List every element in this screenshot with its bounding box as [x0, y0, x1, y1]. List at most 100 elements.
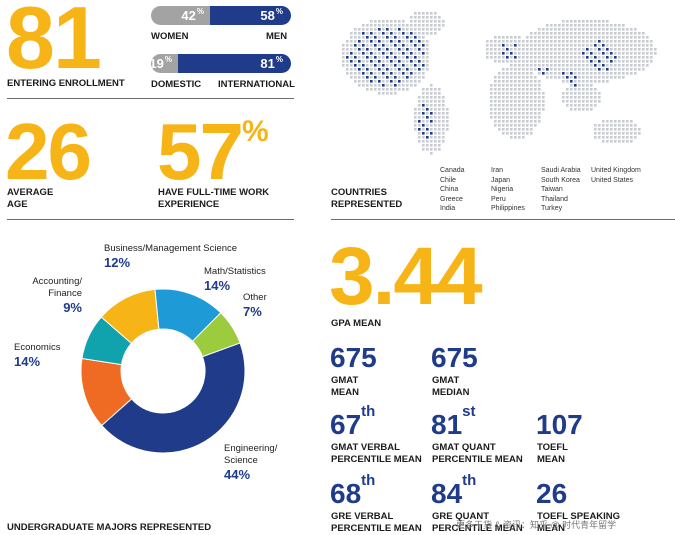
gmat-verbal-value: 67th	[330, 404, 375, 440]
age-label-line1: AVERAGE	[7, 187, 54, 198]
toefl-speaking-line1: TOEFL SPEAKING	[537, 511, 621, 522]
experience-pct-sign: %	[241, 115, 269, 148]
other-name: Other	[243, 292, 267, 303]
gmat-mean-line2: MEAN	[331, 387, 359, 398]
countries-col-4: United Kingdom United States	[591, 166, 641, 185]
label-accounting: Accounting/ Finance 9%	[30, 276, 82, 316]
country-item: Thailand	[541, 195, 568, 203]
men-percent: 58	[260, 8, 275, 23]
label-other: Other 7%	[243, 292, 267, 320]
country-item: Saudi Arabia	[541, 167, 581, 174]
domestic-segment: 19%	[151, 54, 178, 73]
international-segment: 81%	[178, 54, 291, 73]
donut-slice-other	[191, 312, 241, 358]
international-percent: 81	[260, 56, 275, 71]
gender-bar: 42% 58%	[151, 6, 291, 25]
gmat-quant-value: 81st	[431, 404, 476, 440]
enrollment-number: 81	[6, 0, 102, 87]
world-map	[342, 12, 657, 155]
economics-percent: 14%	[14, 353, 41, 369]
gmat-verbal-line2: PERCENTILE MEAN	[331, 454, 422, 465]
country-item: United States	[591, 176, 634, 184]
country-item: Philippines	[491, 205, 525, 213]
country-item: Canada	[440, 167, 465, 174]
country-item: India	[440, 205, 456, 213]
country-item: China	[440, 186, 459, 194]
gre-quant-suffix: th	[462, 471, 477, 489]
watermark-text: 更多干货 & 资讯：知乎 @ 时代青年留学	[456, 520, 617, 530]
domestic-label: DOMESTIC	[151, 79, 202, 90]
men-segment: 58%	[210, 6, 291, 25]
accounting-name-line2: Finance	[48, 287, 82, 299]
gre-quant-line1: GRE QUANT	[432, 511, 489, 522]
men-label: MEN	[266, 31, 288, 42]
origin-bar: 19% 81%	[151, 54, 291, 73]
label-economics: Economics 14%	[14, 342, 60, 370]
experience-label-line1: HAVE FULL-TIME WORK	[158, 187, 270, 198]
women-pct-sign: %	[196, 7, 204, 16]
gmat-quant-line1: GMAT QUANT	[432, 442, 496, 453]
gre-quant-line2: PERCENTILE MEAN	[432, 523, 523, 534]
enrollment-label: ENTERING ENROLLMENT	[7, 78, 125, 89]
divider-top-right	[331, 219, 675, 220]
majors-donut-chart	[80, 288, 246, 454]
gmat-quant-number: 81	[431, 409, 463, 440]
gmat-verbal-line1: GMAT VERBAL	[331, 442, 400, 453]
other-percent: 7%	[243, 303, 262, 319]
engineering-name-line2: Science	[224, 454, 258, 466]
toefl-speaking-value: 26	[536, 478, 568, 509]
label-math: Math/Statistics 14%	[204, 266, 266, 294]
divider-mid-left	[7, 219, 294, 220]
country-item: Chile	[440, 176, 456, 184]
age-label-line2: AGE	[7, 199, 28, 210]
gmat-verbal-suffix: th	[361, 402, 376, 420]
countries-col-3: Saudi Arabia South Korea Taiwan Thailand…	[541, 166, 581, 214]
economics-name: Economics	[14, 342, 61, 353]
business-percent: 12%	[104, 254, 131, 270]
majors-title: UNDERGRADUATE MAJORS REPRESENTED	[7, 522, 212, 533]
gre-verbal-number: 68	[330, 478, 362, 509]
men-pct-sign: %	[275, 7, 283, 16]
women-percent: 42	[181, 8, 196, 23]
business-name: Business/Management Science	[104, 243, 238, 254]
country-item: Japan	[491, 176, 511, 184]
gmat-median-value: 675	[431, 342, 478, 373]
countries-label-line2: REPRESENTED	[331, 199, 403, 210]
gpa-number: 3.44	[329, 231, 483, 322]
countries-col-1: Canada Chile China Greece India	[440, 166, 465, 214]
gre-quant-number: 84	[431, 478, 463, 509]
countries-col-2: Iran Japan Nigeria Peru Philippines	[491, 166, 525, 214]
gmat-quant-line2: PERCENTILE MEAN	[432, 454, 523, 465]
gmat-verbal-number: 67	[330, 409, 362, 440]
divider-top-left	[7, 98, 294, 99]
domestic-pct-sign: %	[164, 55, 172, 64]
gre-verbal-value: 68th	[330, 473, 375, 509]
women-segment: 42%	[151, 6, 210, 25]
international-pct-sign: %	[275, 55, 283, 64]
country-item: Peru	[491, 195, 506, 203]
accounting-percent: 9%	[63, 299, 82, 315]
country-item: Turkey	[541, 205, 563, 213]
math-name: Math/Statistics	[204, 266, 266, 277]
experience-value: 57	[157, 107, 244, 196]
gre-quant-value: 84th	[431, 473, 476, 509]
math-percent: 14%	[204, 277, 231, 293]
gre-verbal-line1: GRE VERBAL	[331, 511, 394, 522]
toefl-value: 107	[536, 409, 583, 440]
age-number: 26	[5, 107, 92, 196]
label-business: Business/Management Science 12%	[104, 243, 237, 271]
gmat-quant-suffix: st	[462, 402, 476, 420]
toefl-line2: MEAN	[537, 454, 565, 465]
country-item: South Korea	[541, 176, 580, 184]
accounting-name-line1: Accounting/	[32, 276, 82, 287]
gmat-median-line1: GMAT	[432, 375, 460, 386]
country-item: Nigeria	[491, 186, 514, 194]
gmat-mean-value: 675	[330, 342, 377, 373]
gpa-label: GPA MEAN	[331, 318, 382, 329]
domestic-percent: 19	[151, 56, 164, 71]
country-item: Greece	[440, 195, 463, 203]
gmat-mean-line1: GMAT	[331, 375, 359, 386]
country-item: Taiwan	[541, 186, 563, 194]
gmat-median-line2: MEDIAN	[432, 387, 470, 398]
toefl-speaking-line2: MEAN	[537, 523, 565, 534]
